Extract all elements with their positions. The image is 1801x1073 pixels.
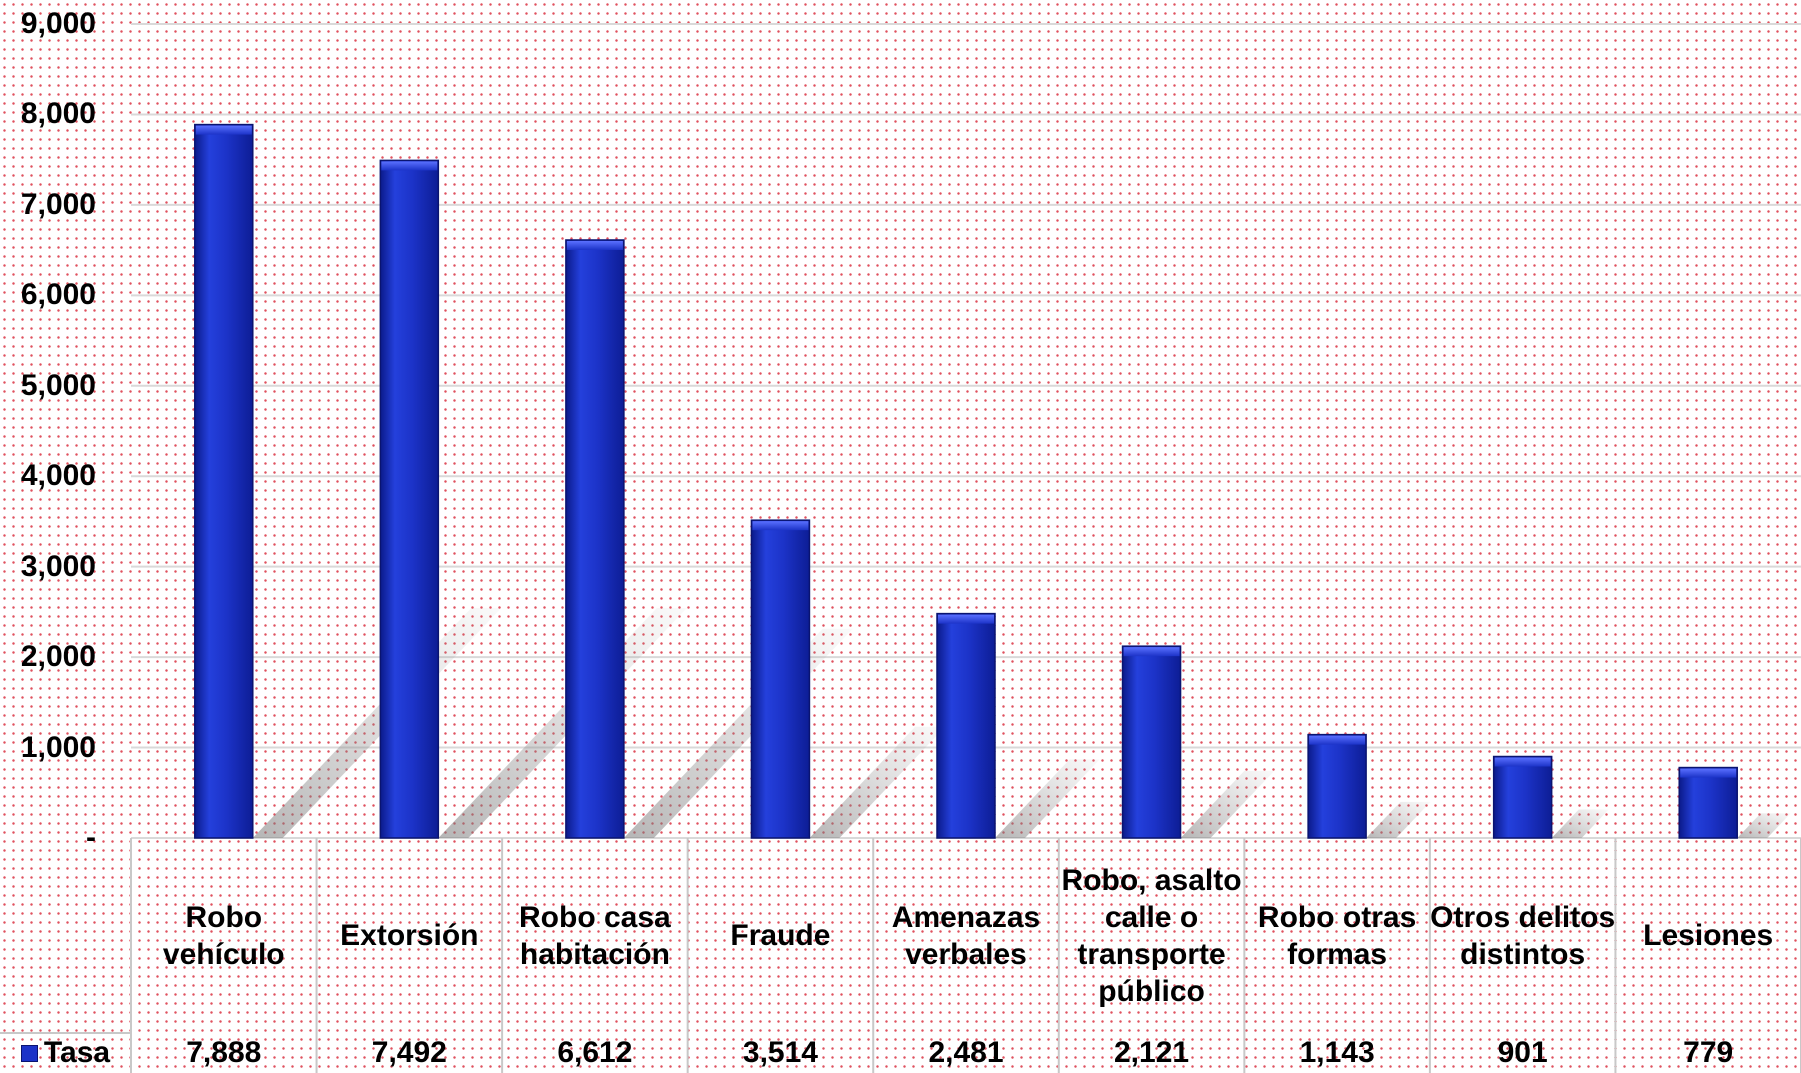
- category-label: Amenazas verbales: [891, 900, 1041, 971]
- bar-shadow: [623, 628, 853, 838]
- bar-cap: [566, 240, 623, 250]
- bar-cap: [1123, 647, 1180, 657]
- category-label: Lesiones: [1643, 919, 1774, 952]
- value-label: 2,121: [1114, 1036, 1190, 1069]
- bar-shadow: [438, 608, 687, 838]
- category-label: Robo, asalto calle o transporte público: [1061, 863, 1242, 1008]
- y-tick-label: 5,000: [20, 368, 96, 402]
- bar-cap: [752, 521, 809, 531]
- bars: [194, 123, 1738, 839]
- bar-shadow: [1737, 813, 1791, 838]
- bar: [750, 519, 811, 839]
- y-tick-label: 1,000: [20, 730, 96, 764]
- legend: Tasa: [0, 1033, 131, 1073]
- y-tick-label: 8,000: [20, 97, 96, 131]
- category-label: Robo casa habitación: [519, 900, 671, 971]
- bar: [936, 612, 996, 839]
- bar: [194, 123, 254, 839]
- category-label: Extorsión: [340, 919, 479, 952]
- bar: [1121, 645, 1182, 839]
- bar-shadow: [252, 608, 502, 838]
- bar: [565, 239, 625, 839]
- bar-cap: [1680, 768, 1737, 778]
- value-label: 2,481: [928, 1036, 1004, 1069]
- y-tick-label: 7,000: [20, 187, 96, 221]
- bar: [379, 159, 440, 839]
- bar-shadows: [252, 608, 1791, 838]
- category-label: Robo vehículo: [162, 900, 285, 971]
- legend-label: Tasa: [43, 1036, 111, 1069]
- category-label: Fraude: [730, 919, 831, 952]
- value-label: 7,888: [186, 1036, 262, 1069]
- bar-cap: [381, 161, 438, 171]
- value-label: 6,612: [557, 1036, 633, 1069]
- value-label: 3,514: [742, 1036, 818, 1069]
- bar-cap: [1494, 757, 1551, 767]
- y-tick-label: 3,000: [20, 549, 96, 583]
- category-label: Otros delitos distintos: [1430, 900, 1616, 971]
- category-label: Robo otras formas: [1257, 900, 1417, 971]
- y-tick-label: -: [86, 821, 96, 854]
- value-label: 779: [1683, 1036, 1734, 1069]
- legend-swatch: [20, 1044, 38, 1062]
- y-tick-label: 6,000: [20, 278, 96, 312]
- y-tick-label: 2,000: [20, 640, 96, 674]
- bar: [1307, 733, 1367, 839]
- bar-cap: [938, 614, 994, 624]
- value-label: 901: [1497, 1036, 1548, 1069]
- bar: [1678, 766, 1738, 839]
- bar-cap: [1309, 735, 1366, 745]
- bar-cap: [195, 125, 252, 135]
- value-label: 1,143: [1299, 1036, 1375, 1069]
- bar-shadow: [809, 726, 946, 838]
- bar-shadow: [1551, 809, 1609, 838]
- data-table-lines: [0, 838, 1801, 1073]
- bar-shadow: [1180, 770, 1275, 838]
- y-tick-label: 4,000: [20, 459, 96, 493]
- value-label: 7,492: [371, 1036, 447, 1069]
- bar-shadow: [1366, 801, 1431, 838]
- bar-shadow: [995, 759, 1100, 838]
- bar: [1492, 755, 1553, 839]
- y-tick-label: 9,000: [20, 7, 96, 40]
